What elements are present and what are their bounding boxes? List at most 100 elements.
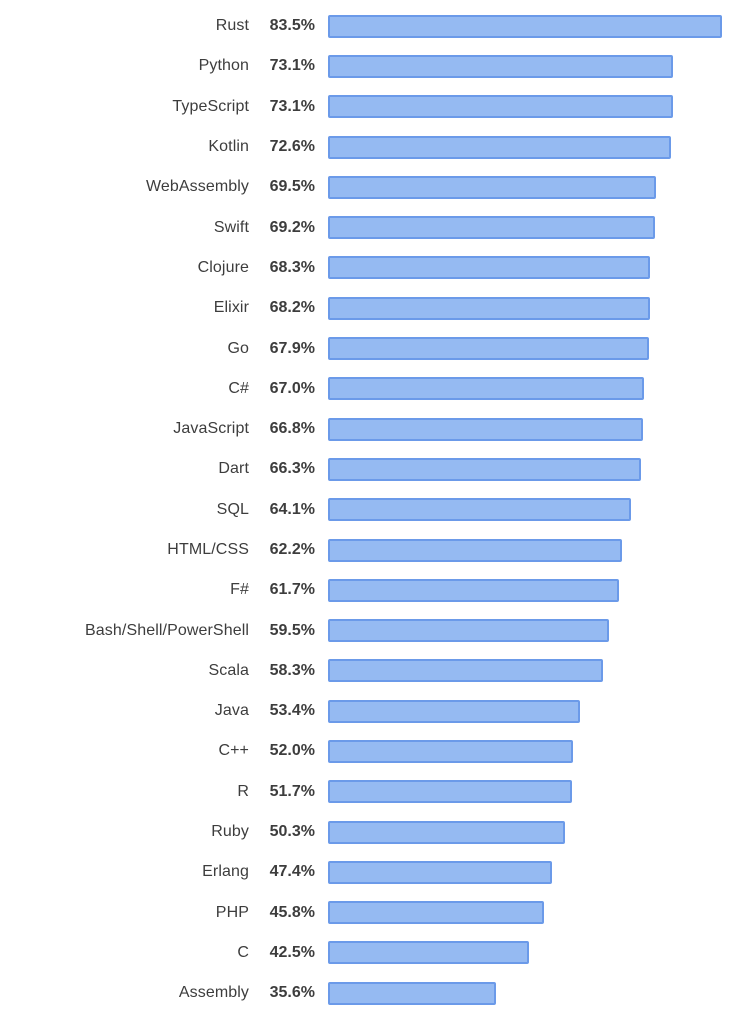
row-label: Rust bbox=[215, 17, 249, 35]
row-value: 59.5% bbox=[269, 621, 315, 639]
row-bar-area bbox=[328, 14, 747, 38]
chart-row: Kotlin 72.6% bbox=[0, 127, 747, 167]
row-bar-area bbox=[328, 135, 747, 159]
row-bar-area bbox=[328, 619, 747, 643]
row-bar-area bbox=[328, 820, 747, 844]
row-label: Kotlin bbox=[208, 138, 249, 156]
chart-row: F# 61.7% bbox=[0, 570, 747, 610]
row-bar bbox=[328, 175, 656, 199]
row-bar bbox=[328, 699, 580, 723]
chart-row: C# 67.0% bbox=[0, 369, 747, 409]
row-label: C bbox=[237, 943, 249, 961]
row-bar bbox=[328, 659, 604, 683]
row-bar bbox=[328, 941, 529, 965]
row-value: 45.8% bbox=[269, 903, 315, 921]
row-bar-area bbox=[328, 216, 747, 240]
row-label: Erlang bbox=[202, 863, 249, 881]
row-bar bbox=[328, 820, 566, 844]
row-value: 66.8% bbox=[269, 420, 315, 438]
row-value: 69.5% bbox=[269, 178, 315, 196]
row-label: SQL bbox=[216, 500, 249, 518]
row-label: WebAssembly bbox=[145, 178, 249, 196]
row-bar-area bbox=[328, 780, 747, 804]
row-bar bbox=[328, 901, 545, 925]
row-bar-area bbox=[328, 860, 747, 884]
row-bar bbox=[328, 54, 673, 78]
row-label: Elixir bbox=[213, 299, 249, 317]
chart-row: Swift 69.2% bbox=[0, 207, 747, 247]
row-value: 50.3% bbox=[269, 823, 315, 841]
chart-row: Ruby 50.3% bbox=[0, 812, 747, 852]
row-bar bbox=[328, 780, 572, 804]
row-value: 68.3% bbox=[269, 258, 315, 276]
chart-row: Scala 58.3% bbox=[0, 651, 747, 691]
row-label: F# bbox=[230, 581, 249, 599]
row-label: Python bbox=[198, 57, 249, 75]
row-bar bbox=[328, 739, 574, 763]
chart-row: WebAssembly 69.5% bbox=[0, 167, 747, 207]
row-value: 52.0% bbox=[269, 742, 315, 760]
chart-row: TypeScript 73.1% bbox=[0, 87, 747, 127]
chart-row: Dart 66.3% bbox=[0, 449, 747, 489]
row-bar-area bbox=[328, 417, 747, 441]
row-bar-area bbox=[328, 457, 747, 481]
row-bar-area bbox=[328, 981, 747, 1005]
chart-row: HTML/CSS 62.2% bbox=[0, 530, 747, 570]
row-label: Ruby bbox=[211, 823, 249, 841]
row-bar-area bbox=[328, 498, 747, 522]
row-value: 53.4% bbox=[269, 702, 315, 720]
chart-row: Erlang 47.4% bbox=[0, 852, 747, 892]
row-label: Go bbox=[227, 339, 249, 357]
row-value: 58.3% bbox=[269, 661, 315, 679]
row-label: Assembly bbox=[178, 984, 249, 1002]
chart-row: Assembly 35.6% bbox=[0, 973, 747, 1013]
row-label: PHP bbox=[215, 903, 249, 921]
row-label: TypeScript bbox=[172, 97, 249, 115]
row-bar-area bbox=[328, 739, 747, 763]
row-bar bbox=[328, 981, 496, 1005]
chart-row: Java 53.4% bbox=[0, 691, 747, 731]
row-label: Dart bbox=[218, 460, 249, 478]
row-bar-area bbox=[328, 256, 747, 280]
row-bar-area bbox=[328, 659, 747, 683]
chart-row: R 51.7% bbox=[0, 772, 747, 812]
row-bar-area bbox=[328, 699, 747, 723]
row-bar-area bbox=[328, 54, 747, 78]
row-value: 72.6% bbox=[269, 138, 315, 156]
row-bar bbox=[328, 337, 649, 361]
row-label: C# bbox=[228, 379, 249, 397]
chart-row: Rust 83.5% bbox=[0, 6, 747, 46]
row-bar bbox=[328, 578, 620, 602]
row-label: C++ bbox=[218, 742, 249, 760]
row-bar bbox=[328, 417, 644, 441]
row-bar bbox=[328, 377, 645, 401]
chart-row: Python 73.1% bbox=[0, 46, 747, 86]
row-value: 83.5% bbox=[269, 17, 315, 35]
chart-row: Clojure 68.3% bbox=[0, 248, 747, 288]
row-bar-area bbox=[328, 901, 747, 925]
row-label: Scala bbox=[208, 661, 249, 679]
row-value: 68.2% bbox=[269, 299, 315, 317]
row-value: 66.3% bbox=[269, 460, 315, 478]
row-bar bbox=[328, 14, 723, 38]
row-label: HTML/CSS bbox=[167, 541, 249, 558]
row-bar bbox=[328, 95, 673, 119]
chart-row: C 42.5% bbox=[0, 933, 747, 973]
chart-row: Bash/Shell/PowerShell 59.5% bbox=[0, 610, 747, 650]
row-value: 42.5% bbox=[269, 943, 315, 961]
row-bar bbox=[328, 860, 552, 884]
row-bar bbox=[328, 457, 641, 481]
row-value: 61.7% bbox=[269, 581, 315, 599]
row-value: 47.4% bbox=[269, 863, 315, 881]
row-value: 69.2% bbox=[269, 218, 315, 236]
row-value: 64.1% bbox=[269, 500, 315, 518]
row-bar-area bbox=[328, 175, 747, 199]
chart-row: PHP 45.8% bbox=[0, 893, 747, 933]
row-value: 73.1% bbox=[269, 57, 315, 75]
row-bar bbox=[328, 296, 650, 320]
row-bar-area bbox=[328, 337, 747, 361]
row-label: JavaScript bbox=[173, 420, 249, 438]
row-bar bbox=[328, 498, 631, 522]
row-bar-area bbox=[328, 95, 747, 119]
